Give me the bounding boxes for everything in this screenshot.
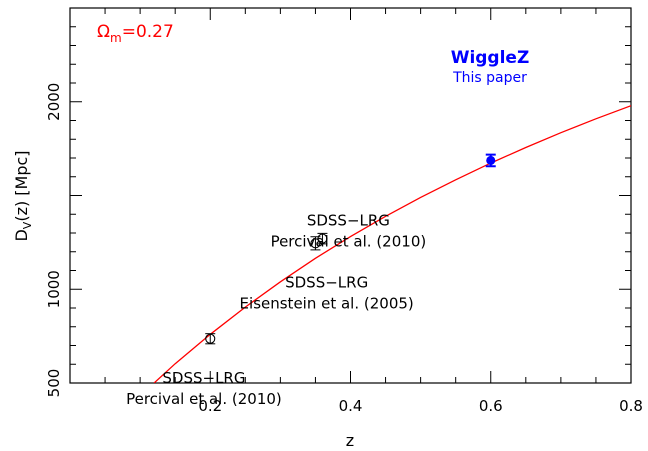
y-tick-labels: 500 1000 2000 <box>45 83 63 398</box>
annotation-line: Percival et al. (2010) <box>126 390 282 408</box>
data-point <box>317 233 328 244</box>
axis-ticks <box>69 7 632 384</box>
annotations: SDSS−LRG Percival et al. (2010) SDSS−LRG Pe… <box>126 212 426 409</box>
plot-frame <box>69 7 632 384</box>
x-tick-labels: 0.2 0.4 0.6 0.8 <box>198 397 643 415</box>
wigglez-sublabel: This paper <box>452 70 527 86</box>
annotation-line: SDSS−LRG <box>285 273 368 291</box>
model-legend-label: Ωm=0.27 <box>97 22 174 45</box>
x-tick-label: 0.2 <box>198 397 222 415</box>
x-tick-label: 0.6 <box>479 397 503 415</box>
data-point <box>486 155 496 165</box>
x-axis-title: z <box>346 431 354 450</box>
annotation-line: SDSS−LRG <box>307 212 390 230</box>
annotation-line: Percival et al. (2010) <box>271 233 427 251</box>
y-tick-label: 1000 <box>45 270 63 308</box>
annotation-line: SDSS−LRG <box>162 369 245 387</box>
data-point <box>310 238 321 249</box>
data-points <box>205 153 496 345</box>
annotation-line: Eisenstein et al. (2005) <box>240 294 414 312</box>
y-tick-label: 2000 <box>45 83 63 121</box>
x-tick-label: 0.4 <box>339 397 363 415</box>
y-axis-title: DV(z) [Mpc] <box>12 150 34 241</box>
wigglez-label: WiggleZ <box>451 48 530 68</box>
y-tick-label: 500 <box>45 369 63 398</box>
model-curve <box>153 105 631 383</box>
data-point <box>205 333 216 344</box>
x-tick-label: 0.8 <box>619 397 643 415</box>
